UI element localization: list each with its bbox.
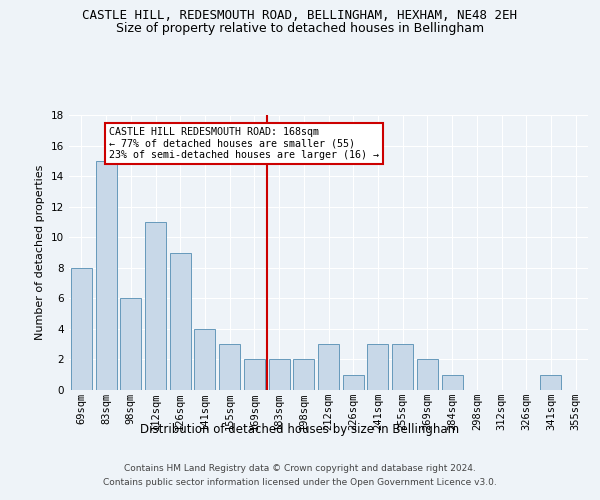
Text: Contains public sector information licensed under the Open Government Licence v3: Contains public sector information licen… bbox=[103, 478, 497, 487]
Bar bbox=[293, 360, 314, 390]
Bar bbox=[417, 360, 438, 390]
Text: CASTLE HILL, REDESMOUTH ROAD, BELLINGHAM, HEXHAM, NE48 2EH: CASTLE HILL, REDESMOUTH ROAD, BELLINGHAM… bbox=[83, 9, 517, 22]
Bar bbox=[442, 374, 463, 390]
Bar bbox=[343, 374, 364, 390]
Bar bbox=[194, 329, 215, 390]
Bar bbox=[244, 360, 265, 390]
Bar bbox=[541, 374, 562, 390]
Bar bbox=[170, 252, 191, 390]
Bar bbox=[318, 344, 339, 390]
Bar bbox=[95, 161, 116, 390]
Text: Distribution of detached houses by size in Bellingham: Distribution of detached houses by size … bbox=[140, 422, 460, 436]
Bar bbox=[120, 298, 141, 390]
Bar bbox=[269, 360, 290, 390]
Bar bbox=[392, 344, 413, 390]
Text: CASTLE HILL REDESMOUTH ROAD: 168sqm
← 77% of detached houses are smaller (55)
23: CASTLE HILL REDESMOUTH ROAD: 168sqm ← 77… bbox=[109, 127, 379, 160]
Y-axis label: Number of detached properties: Number of detached properties bbox=[35, 165, 46, 340]
Bar bbox=[145, 222, 166, 390]
Text: Contains HM Land Registry data © Crown copyright and database right 2024.: Contains HM Land Registry data © Crown c… bbox=[124, 464, 476, 473]
Text: Size of property relative to detached houses in Bellingham: Size of property relative to detached ho… bbox=[116, 22, 484, 35]
Bar bbox=[219, 344, 240, 390]
Bar bbox=[367, 344, 388, 390]
Bar bbox=[71, 268, 92, 390]
